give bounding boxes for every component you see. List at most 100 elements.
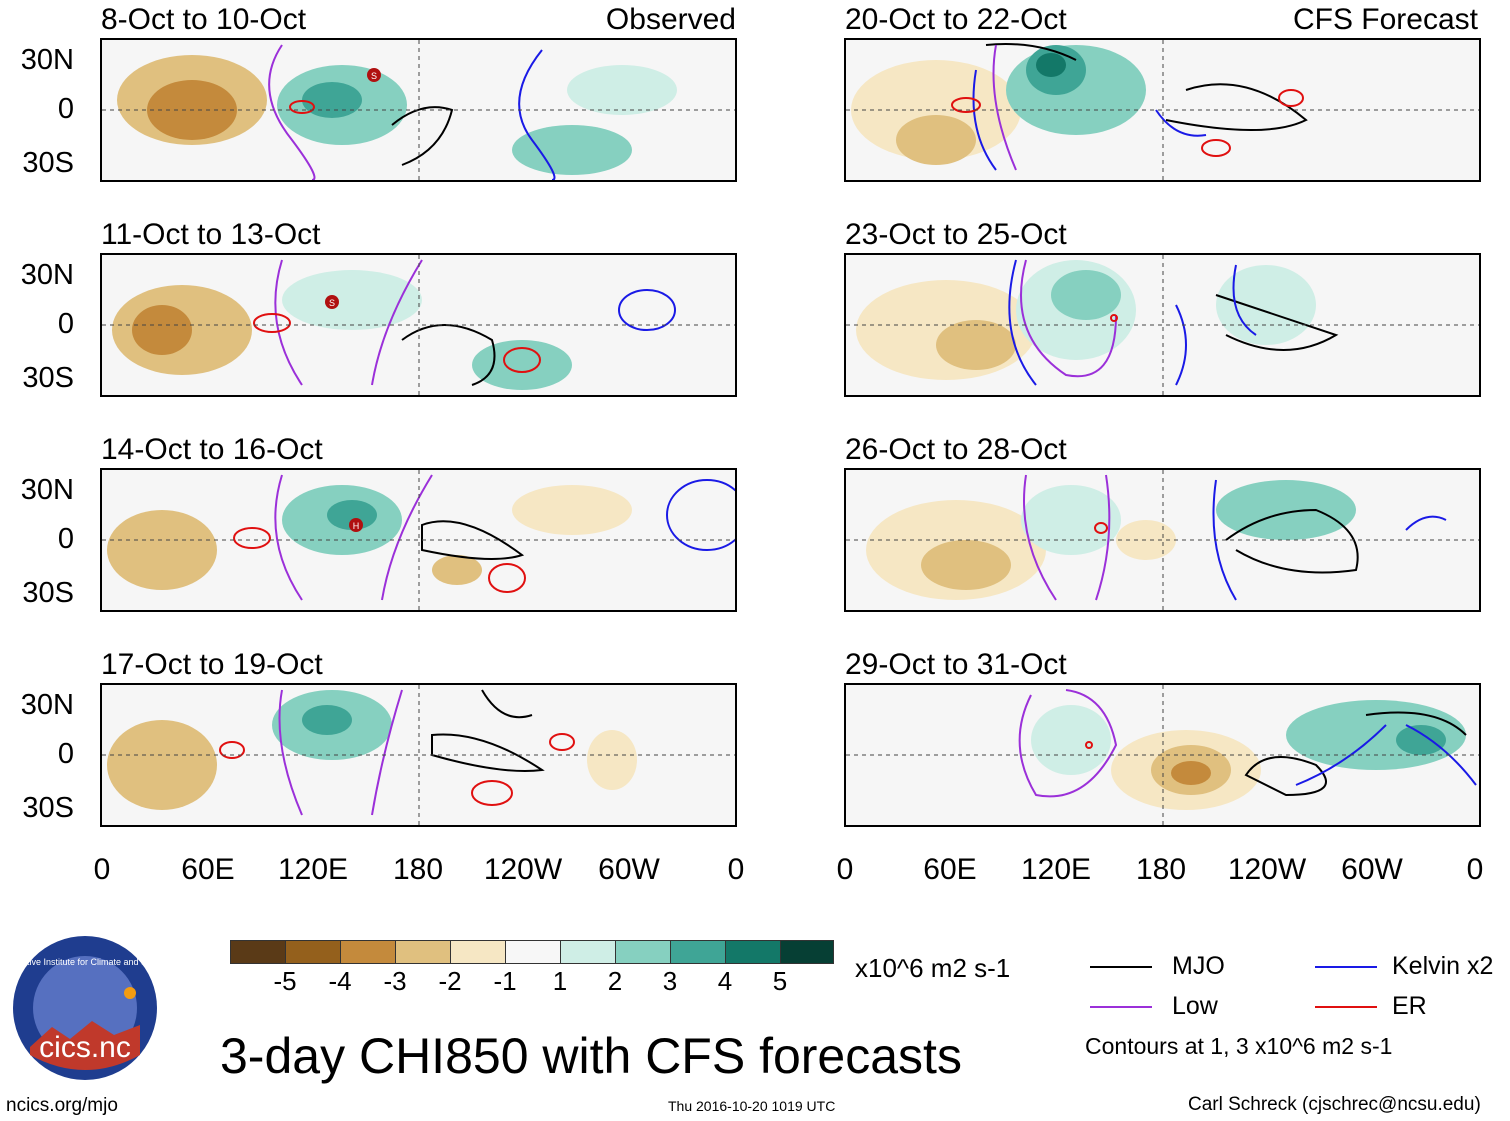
legend-note: Contours at 1, 3 x10^6 m2 s-1 (1085, 1033, 1393, 1059)
mjo-contour (481, 689, 533, 719)
low-contour (274, 259, 423, 386)
colorbar-swatch (725, 940, 781, 964)
mjo-contour (1225, 508, 1359, 574)
lat-label: 0 (57, 738, 74, 770)
lat-label: 30S (22, 362, 74, 394)
colorbar-tick: 2 (607, 966, 623, 996)
er-contour (1085, 741, 1093, 749)
storm-marker (349, 518, 363, 532)
anomaly-wet (1396, 725, 1446, 755)
storm-marker (367, 68, 381, 82)
colorbar-tick: -4 (328, 966, 352, 996)
lon-label: 60E (181, 853, 235, 886)
forecast-label: CFS Forecast (1292, 3, 1478, 36)
er-contour (503, 347, 541, 373)
footer-author: Carl Schreck (cjschrec@ncsu.edu) (1188, 1094, 1481, 1115)
colorbar-units: x10^6 m2 s-1 (855, 953, 1011, 983)
panel-date: 26-Oct to 28-Oct (845, 433, 1067, 466)
logo-text: cics.nc (39, 1031, 131, 1064)
er-contour (233, 527, 271, 549)
anomaly-wet (1031, 705, 1111, 775)
observed-label: Observed (605, 3, 736, 36)
anomaly-wet (302, 82, 362, 118)
low-contour (1018, 689, 1118, 798)
main-title: 3-day CHI850 with CFS forecasts (220, 1028, 962, 1084)
storm-marker-label: H (353, 521, 360, 531)
lon-label: 0 (836, 853, 854, 886)
er-contour (471, 780, 513, 806)
low-contour (992, 44, 1017, 171)
anomaly-wet (1036, 53, 1066, 77)
anomaly-dry (512, 485, 632, 535)
er-contour (1110, 314, 1118, 322)
colorbar-swatch (615, 940, 671, 964)
map-graphic (846, 470, 1479, 610)
panel-date: 11-Oct to 13-Oct (101, 218, 321, 251)
map-panel: S (100, 253, 737, 397)
anomaly-wet (1216, 480, 1356, 540)
logo-ring-text: Cooperative Institute for Climate and Sa… (12, 957, 158, 967)
map-graphic (846, 255, 1479, 395)
low-contour (268, 44, 316, 180)
anomaly-wet (512, 125, 632, 175)
anomaly-dry (107, 510, 217, 590)
map-graphic: H (102, 470, 735, 610)
colorbar-tick: -5 (273, 966, 297, 996)
mjo-contour (985, 43, 1308, 131)
lon-label: 180 (1135, 853, 1187, 886)
legend-mjo-label: MJO (1172, 952, 1225, 980)
lon-label: 120W (1227, 853, 1307, 886)
lat-label: 30N (20, 259, 74, 291)
er-contour (1278, 89, 1304, 107)
anomaly-wet (472, 340, 572, 390)
legend-low-line (1090, 1006, 1152, 1008)
map-panel (844, 468, 1481, 612)
lat-label: 0 (57, 523, 74, 555)
lon-label: 60W (598, 853, 660, 886)
colorbar-swatch (395, 940, 451, 964)
panel-date: 8-Oct to 10-Oct (101, 3, 307, 36)
low-contour (1023, 474, 1111, 601)
kelvin-contour (618, 289, 676, 331)
legend-er-label: ER (1392, 992, 1427, 1020)
panel-date: 14-Oct to 16-Oct (101, 433, 323, 466)
map-panel: S (100, 38, 737, 182)
map-panel (844, 38, 1481, 182)
anomaly-wet (1051, 270, 1121, 320)
colorbar-swatch (230, 940, 286, 964)
anomaly-dry (921, 540, 1011, 590)
map-panel (844, 253, 1481, 397)
colorbar-tick: -1 (493, 966, 517, 996)
kelvin-contour (518, 49, 556, 180)
lon-label: 0 (93, 853, 111, 886)
er-contour (488, 563, 526, 593)
panel-date: 23-Oct to 25-Oct (845, 218, 1067, 251)
footer-website: ncics.org/mjo (6, 1095, 118, 1116)
colorbar-tick: -3 (383, 966, 407, 996)
lon-label: 120W (483, 853, 563, 886)
lat-label: 30N (20, 474, 74, 506)
low-contour (1020, 259, 1117, 378)
cics-logo: Cooperative Institute for Climate and Sa… (0, 935, 178, 1081)
lon-label: 120E (277, 853, 349, 886)
er-contour (219, 741, 245, 759)
anomaly-dry (587, 730, 637, 790)
legend-er-line (1315, 1006, 1377, 1008)
legend-kelvin-label: Kelvin x2 (1392, 952, 1494, 980)
er-contour (951, 97, 981, 113)
anomaly-wet (302, 705, 352, 735)
anomaly-dry (936, 320, 1016, 370)
er-contour (1201, 139, 1231, 157)
anomaly-dry (896, 115, 976, 165)
storm-marker (325, 295, 339, 309)
map-panel: H (100, 468, 737, 612)
anomaly-dry (1171, 761, 1211, 785)
er-contour (253, 313, 291, 333)
panel-date: 20-Oct to 22-Oct (845, 3, 1067, 36)
lon-label: 60W (1341, 853, 1403, 886)
legend-kelvin-line (1315, 966, 1377, 968)
anomaly-wet (1216, 265, 1316, 345)
colorbar-tick: 4 (717, 966, 733, 996)
er-contour (1094, 522, 1108, 534)
er-contour (549, 733, 575, 751)
